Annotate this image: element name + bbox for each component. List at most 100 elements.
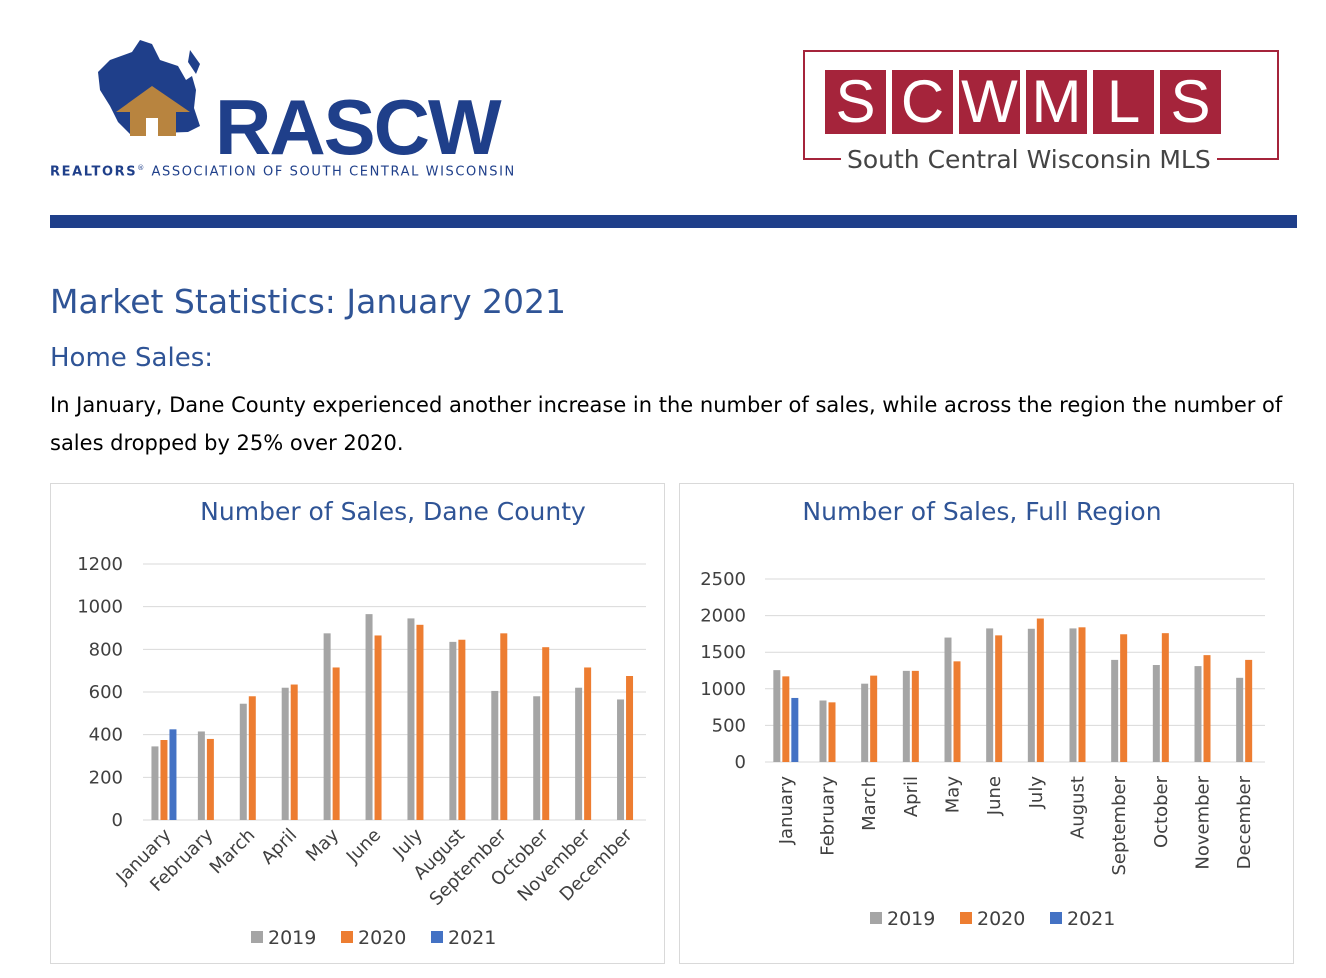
y-tick-label: 600	[89, 682, 123, 703]
scwmls-letter: W	[959, 70, 1020, 134]
x-tick-label: March	[859, 776, 880, 831]
bar-2020-july	[416, 624, 424, 820]
bar-2020-december	[1245, 659, 1253, 762]
bar-2019-january	[773, 670, 781, 762]
bar-2019-april	[902, 670, 910, 762]
bar-2020-january	[160, 740, 168, 820]
y-tick-label: 0	[735, 752, 746, 773]
bar-2020-september	[1120, 634, 1128, 762]
chart-dane-county: Number of Sales, Dane County 0 200 400 600 8…	[50, 483, 665, 964]
wisconsin-house-icon	[98, 40, 200, 136]
bar-2019-september	[491, 690, 499, 820]
chart-full-region-svg: Number of Sales, Full Region 0 500 1000 150…	[700, 497, 1265, 930]
x-tick-label: December	[1234, 775, 1255, 869]
legend-swatch-2020	[960, 912, 972, 924]
bar-2019-july	[407, 618, 415, 820]
x-tick-label: April	[257, 825, 301, 869]
chart-dane-county-svg: Number of Sales, Dane County 0 200 400 600 8…	[77, 497, 646, 949]
scwmls-letter: S	[1160, 70, 1221, 134]
bar-2020-february	[828, 702, 836, 762]
bar-2020-february	[206, 738, 214, 820]
y-tick-label: 0	[112, 810, 123, 831]
bar-2019-october	[533, 696, 541, 820]
legend-label-2019: 2019	[268, 927, 316, 949]
bar-2020-november	[584, 667, 592, 820]
x-tick-label: November	[1193, 775, 1214, 869]
legend-swatch-2021	[1050, 912, 1062, 924]
rascw-subtitle: REALTORS® ASSOCIATION OF SOUTH CENTRAL W…	[50, 164, 516, 179]
bar-2019-may	[944, 637, 952, 762]
bar-2020-april	[290, 684, 298, 820]
scwmls-logo: S C W M L S South Central Wisconsin MLS	[803, 50, 1283, 175]
header-divider	[50, 215, 1297, 228]
bar-2020-march	[870, 675, 878, 762]
bar-2020-july	[1036, 618, 1044, 762]
bar-2019-january	[151, 746, 159, 820]
rascw-name: RASCW	[215, 83, 502, 171]
x-tick-label: June	[984, 776, 1005, 816]
bar-2019-june	[986, 628, 994, 762]
x-tick-label: August	[1068, 776, 1089, 839]
y-tick-label: 2500	[700, 569, 746, 590]
bar-2020-october	[542, 647, 550, 820]
bar-2021-january	[791, 697, 799, 762]
y-tick-label: 1200	[77, 554, 123, 575]
bar-2019-october	[1152, 665, 1160, 762]
scwmls-letter: L	[1093, 70, 1154, 134]
bar-2019-december	[617, 699, 625, 820]
y-tick-label: 2000	[700, 606, 746, 627]
legend-label-2020: 2020	[977, 908, 1025, 930]
bar-2019-march	[239, 703, 247, 820]
y-tick-label: 200	[89, 767, 123, 788]
x-tick-label: October	[1151, 775, 1172, 848]
bar-2019-february	[819, 700, 827, 762]
bar-2020-march	[248, 696, 256, 820]
x-tick-label: April	[901, 776, 922, 817]
bar-2020-may	[332, 667, 340, 820]
page-title: Market Statistics: January 2021	[50, 282, 566, 321]
bar-2020-october	[1161, 633, 1169, 762]
bar-2021-january	[169, 729, 177, 820]
legend-label-2020: 2020	[358, 927, 406, 949]
bar-2020-june	[374, 635, 382, 820]
bar-2019-february	[197, 731, 205, 820]
chart-full-region: Number of Sales, Full Region 0 500 1000 150…	[679, 483, 1294, 964]
bar-2019-november	[575, 687, 583, 820]
y-tick-label: 1000	[700, 679, 746, 700]
bar-2020-november	[1203, 655, 1211, 762]
bar-2019-september	[1111, 659, 1119, 762]
bar-2020-august	[458, 639, 466, 820]
legend-swatch-2019	[251, 931, 263, 943]
chart-title: Number of Sales, Full Region	[802, 497, 1161, 526]
scwmls-letter: C	[892, 70, 953, 134]
x-tick-label: February	[818, 776, 839, 856]
scwmls-subtitle: South Central Wisconsin MLS	[841, 145, 1217, 175]
x-tick-label: May	[302, 824, 343, 865]
bar-2020-december	[626, 676, 634, 820]
bar-2020-june	[995, 635, 1003, 762]
legend-swatch-2021	[431, 931, 443, 943]
bar-2019-august	[449, 641, 457, 820]
y-tick-label: 800	[89, 639, 123, 660]
rascw-subtitle-bold: REALTORS	[50, 164, 138, 180]
rascw-logo: RASCW REALTORS® ASSOCIATION OF SOUTH CEN…	[50, 30, 570, 190]
x-tick-label: March	[206, 825, 260, 879]
scwmls-letters: S C W M L S	[825, 70, 1221, 134]
bar-2019-june	[365, 614, 373, 820]
scwmls-letter: M	[1026, 70, 1087, 134]
summary-paragraph: In January, Dane County experienced anot…	[50, 393, 1283, 455]
x-tick-label: September	[1109, 775, 1130, 875]
bar-2020-april	[911, 670, 919, 762]
bar-2019-july	[1027, 628, 1035, 762]
rascw-subtitle-rest: ASSOCIATION OF SOUTH CENTRAL WISCONSIN	[151, 164, 516, 180]
x-tick-label: July	[1026, 776, 1047, 810]
bar-2019-may	[323, 633, 331, 820]
bar-2020-september	[500, 633, 508, 820]
y-tick-label: 1000	[77, 597, 123, 618]
legend-label-2021: 2021	[448, 927, 496, 949]
bar-2019-august	[1069, 628, 1077, 762]
bar-2019-december	[1236, 677, 1244, 762]
x-tick-label: May	[943, 776, 964, 814]
bar-2019-april	[281, 687, 289, 820]
chart-title: Number of Sales, Dane County	[200, 497, 586, 526]
